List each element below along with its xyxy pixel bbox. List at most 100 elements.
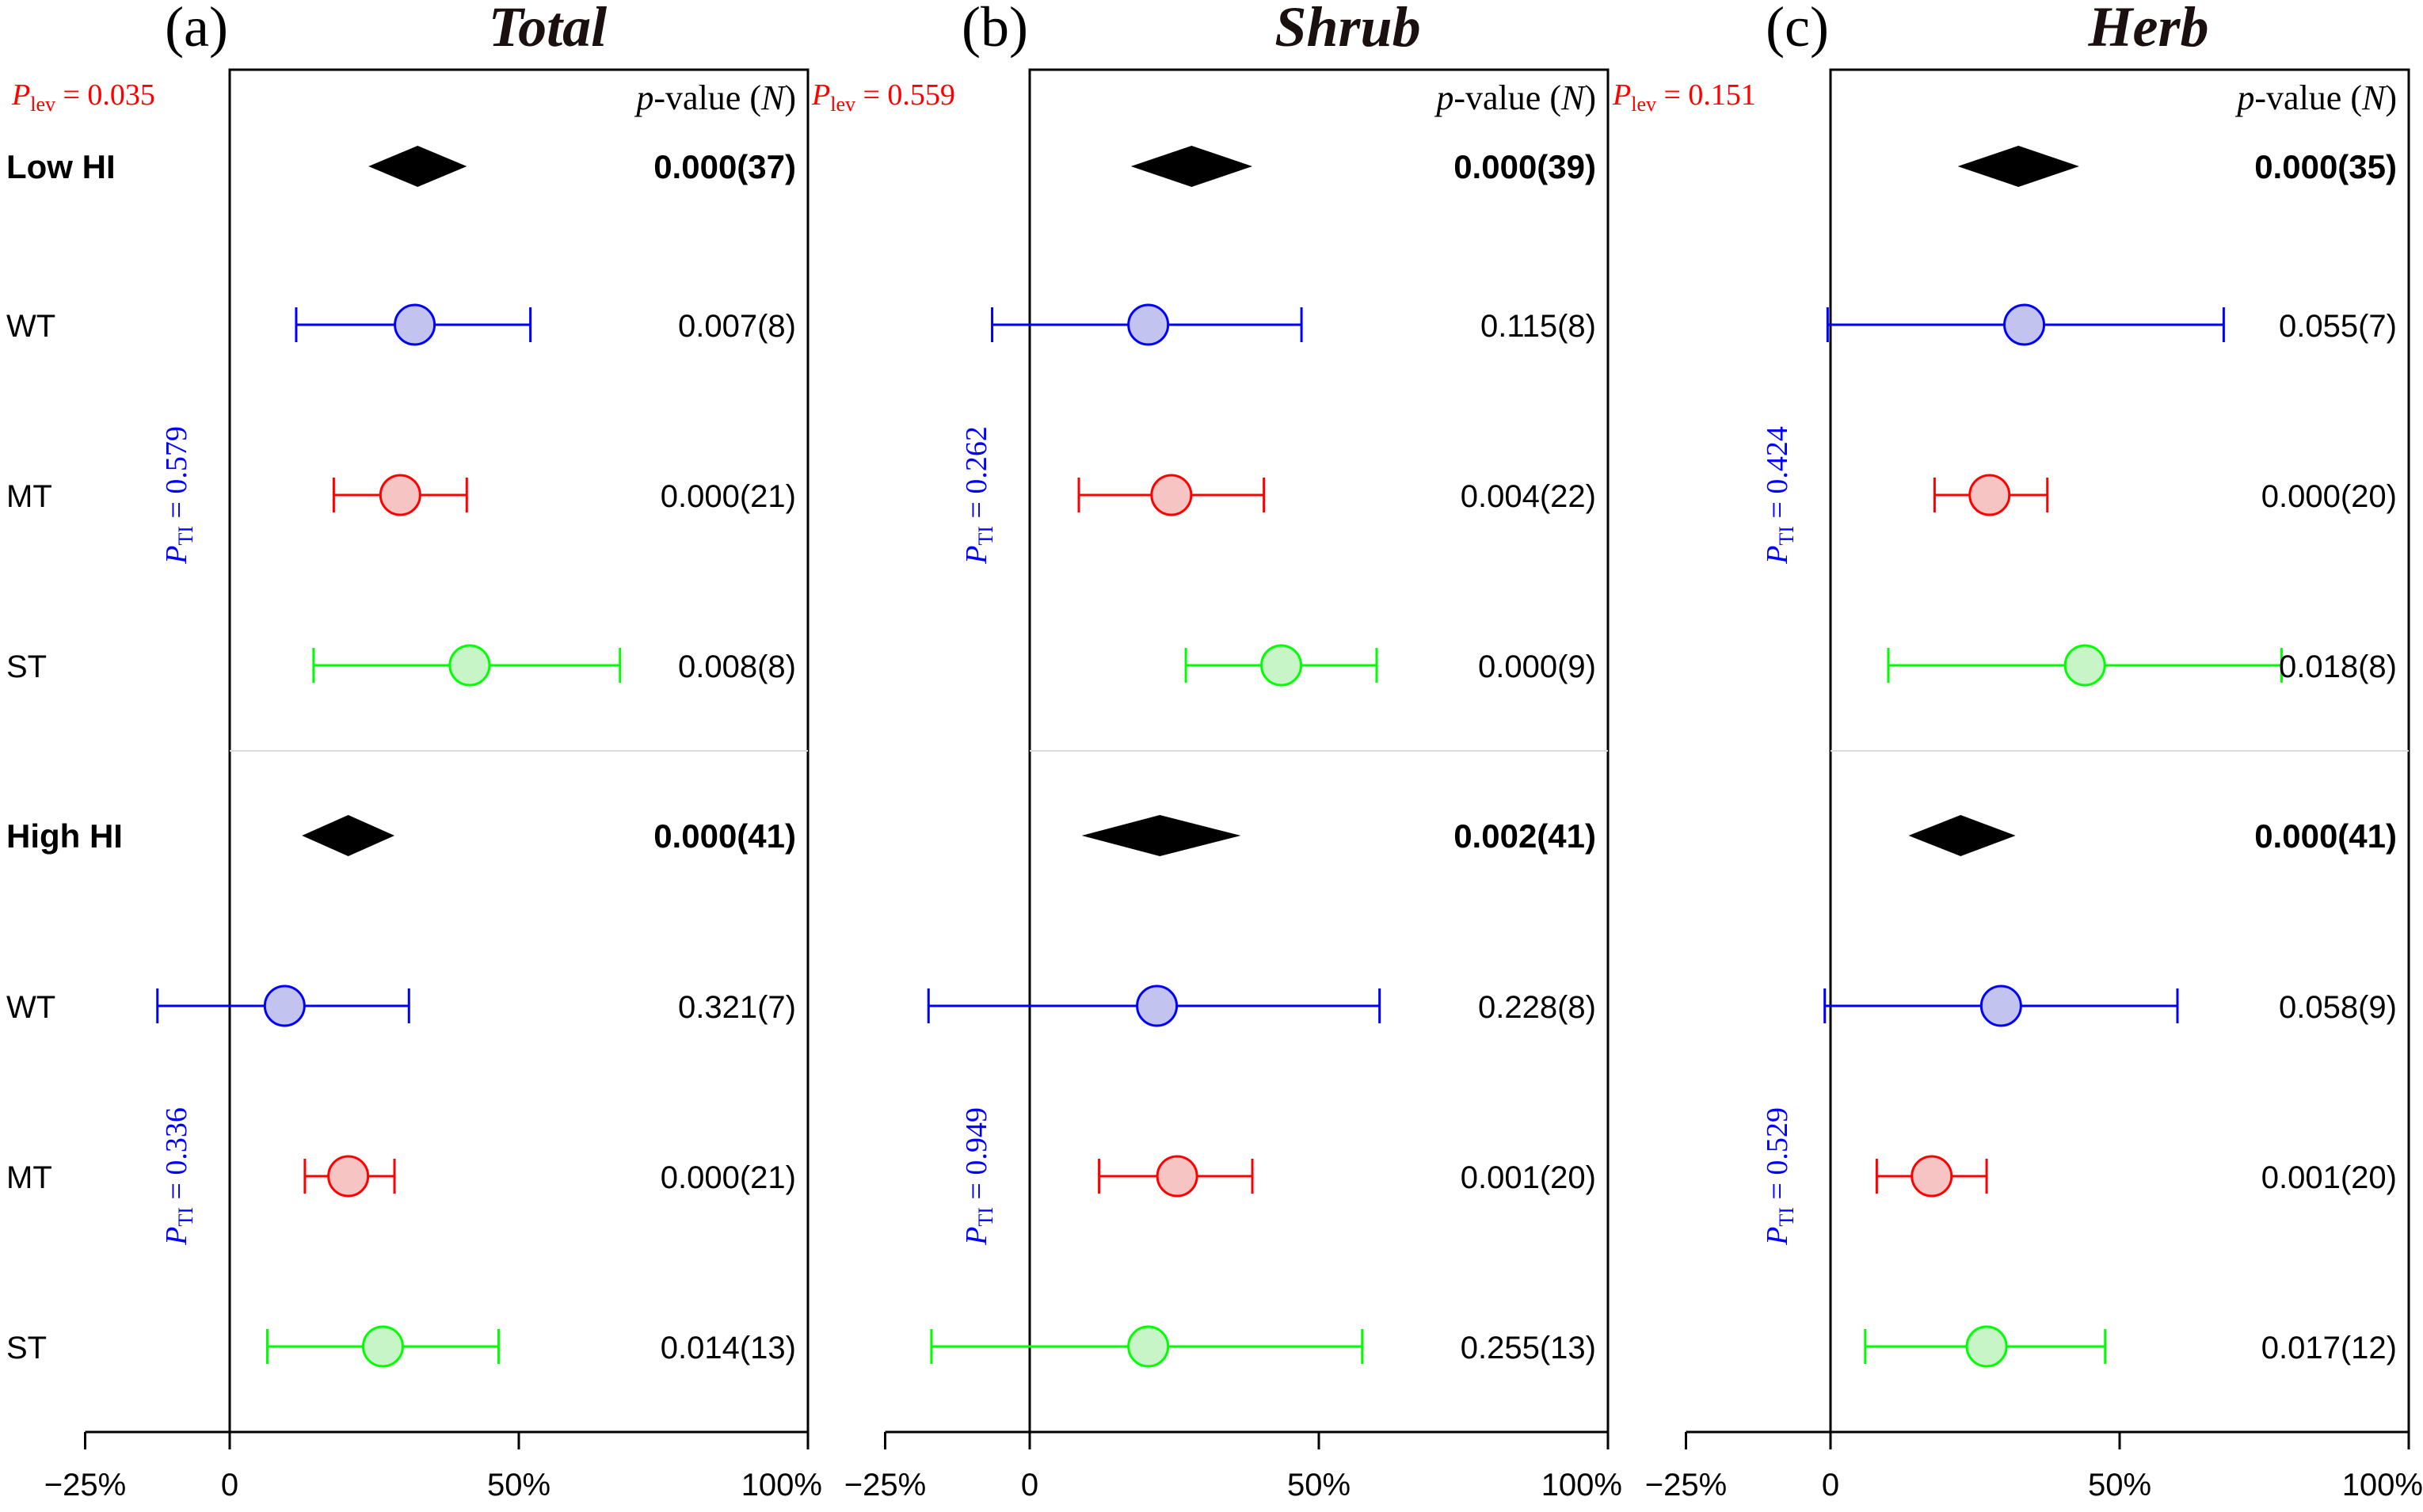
row-pvalue: 0.058(9) <box>2279 990 2397 1025</box>
x-tick-label: 100% <box>1541 1468 1622 1502</box>
header-n: N <box>760 78 787 117</box>
p-ti-value: = 0.262 <box>960 426 993 526</box>
p-ti-subscript: TI <box>1775 526 1798 546</box>
row-wt: 0.115(8) <box>991 303 1596 346</box>
pooled-pvalue: 0.000(35) <box>2254 148 2397 185</box>
pvalue-header: p-value (N) <box>1434 78 1596 117</box>
row-wt: WT 0.007(8) <box>6 303 796 346</box>
mean-point <box>1968 474 2011 516</box>
header-text: -value ( <box>1453 78 1561 117</box>
x-tick-label: 0 <box>1822 1468 1839 1502</box>
row-label: ST <box>6 1331 47 1365</box>
row-pvalue: 0.055(7) <box>2279 309 2397 344</box>
panel-title: Total <box>489 0 607 59</box>
x-tick-label: −25% <box>44 1468 126 1502</box>
row-st: 0.018(8) <box>1887 644 2397 687</box>
panel-title: Shrub <box>1274 0 1420 59</box>
x-tick-label: 50% <box>1287 1468 1351 1502</box>
row-pvalue: 0.115(8) <box>1480 309 1596 344</box>
p-ti-value: = 0.336 <box>160 1107 193 1207</box>
pooled-pvalue: 0.002(41) <box>1453 817 1596 855</box>
row-label: WT <box>6 309 55 344</box>
pooled-pvalue: 0.000(41) <box>2254 817 2397 855</box>
row-st: 0.017(12) <box>1864 1325 2397 1368</box>
x-tick-label: 100% <box>741 1468 822 1502</box>
p-lev-annotation: Plev = 0.035 <box>11 78 155 116</box>
mean-point <box>327 1155 370 1198</box>
mean-point <box>1136 985 1179 1027</box>
header-close: ) <box>784 78 796 117</box>
p-ti-value: = 0.529 <box>1761 1107 1794 1207</box>
pooled-diamond <box>1957 146 2079 187</box>
p-ti-symbol: P <box>960 546 993 565</box>
row-pvalue: 0.018(8) <box>2279 649 2397 684</box>
row-label: ST <box>6 649 47 684</box>
p-ti-symbol: P <box>960 1227 993 1246</box>
p-lev-subscript: lev <box>1631 93 1656 116</box>
mean-point <box>1911 1155 1953 1198</box>
x-tick-label: 0 <box>1021 1468 1038 1502</box>
panel-total: −25% 0 50% 100% (a) Total Plev = 0.035 p-value … <box>6 0 822 1502</box>
row-pvalue: 0.004(22) <box>1461 479 1596 514</box>
header-n: N <box>1560 78 1587 117</box>
row-wt: 0.055(7) <box>1826 303 2397 346</box>
mean-point <box>394 303 436 346</box>
row-mt: MT 0.000(21) <box>6 1155 796 1198</box>
p-ti-subscript: TI <box>974 1207 997 1227</box>
group-low-hi: Low HI 0.000(37) WT 0.007(8) MT 0.000(21) ST 0.… <box>6 146 796 687</box>
x-tick-label: 100% <box>2342 1468 2423 1502</box>
group-high-hi: High HI 0.000(41) WT 0.321(7) MT 0.000(21) ST 0… <box>6 815 796 1368</box>
row-pvalue: 0.000(9) <box>1478 649 1596 684</box>
pooled-diamond <box>302 815 395 856</box>
p-lev-annotation: Plev = 0.151 <box>1612 78 1756 116</box>
x-tick-label: 0 <box>221 1468 238 1502</box>
pooled-pvalue: 0.000(39) <box>1453 148 1596 185</box>
header-text: -value ( <box>653 78 761 117</box>
p-lev-symbol: P <box>811 78 830 112</box>
p-lev-annotation: Plev = 0.559 <box>811 78 955 116</box>
p-ti-subscript: TI <box>1775 1207 1798 1227</box>
p-lev-subscript: lev <box>30 93 55 116</box>
mean-point <box>361 1325 404 1368</box>
pvalue-header: p-value (N) <box>2234 78 2397 117</box>
pooled-diamond <box>368 146 467 187</box>
p-ti-subscript: TI <box>974 526 997 546</box>
row-pvalue: 0.228(8) <box>1478 990 1596 1025</box>
p-lev-value: = 0.035 <box>55 78 155 112</box>
row-wt: WT 0.321(7) <box>6 985 796 1027</box>
group-low-hi: 0.000(35) 0.055(7) 0.000(20) 0.018(8) PTI = … <box>1761 146 2397 687</box>
p-ti-value: = 0.949 <box>960 1107 993 1207</box>
pooled-pvalue: 0.000(41) <box>653 817 796 855</box>
p-ti-annotation: PTI = 0.529 <box>1761 1107 1798 1246</box>
group-high-hi: 0.000(41) 0.058(9) 0.001(20) 0.017(12) PTI =… <box>1761 815 2397 1368</box>
panel-letter: (b) <box>962 0 1028 59</box>
p-lev-symbol: P <box>11 78 30 112</box>
row-mt: 0.000(20) <box>1933 474 2397 516</box>
group-low-hi: 0.000(39) 0.115(8) 0.004(22) 0.000(9) PTI = … <box>960 146 1596 687</box>
row-mt: MT 0.000(21) <box>6 474 796 516</box>
header-text: -value ( <box>2254 78 2362 117</box>
row-wt: 0.228(8) <box>927 985 1596 1027</box>
mean-point <box>1150 474 1193 516</box>
p-ti-annotation: PTI = 0.579 <box>160 426 197 565</box>
p-ti-symbol: P <box>1761 1227 1794 1246</box>
panel-letter: (a) <box>165 0 228 59</box>
row-pvalue: 0.007(8) <box>678 309 796 344</box>
header-close: ) <box>1584 78 1596 117</box>
row-mt: 0.001(20) <box>1875 1155 2397 1198</box>
mean-point <box>1127 1325 1170 1368</box>
x-tick-label: −25% <box>844 1468 926 1502</box>
row-mt: 0.004(22) <box>1077 474 1596 516</box>
p-ti-annotation: PTI = 0.262 <box>960 426 997 565</box>
x-tick-label: 50% <box>487 1468 551 1502</box>
p-ti-subscript: TI <box>174 526 197 546</box>
mean-point <box>1260 644 1303 687</box>
p-ti-annotation: PTI = 0.336 <box>160 1107 197 1246</box>
p-ti-value: = 0.579 <box>160 426 193 526</box>
row-pvalue: 0.008(8) <box>678 649 796 684</box>
p-ti-subscript: TI <box>174 1207 197 1227</box>
p-ti-value: = 0.424 <box>1761 426 1794 526</box>
row-st: ST 0.008(8) <box>6 644 796 687</box>
row-pvalue: 0.255(13) <box>1461 1331 1596 1365</box>
